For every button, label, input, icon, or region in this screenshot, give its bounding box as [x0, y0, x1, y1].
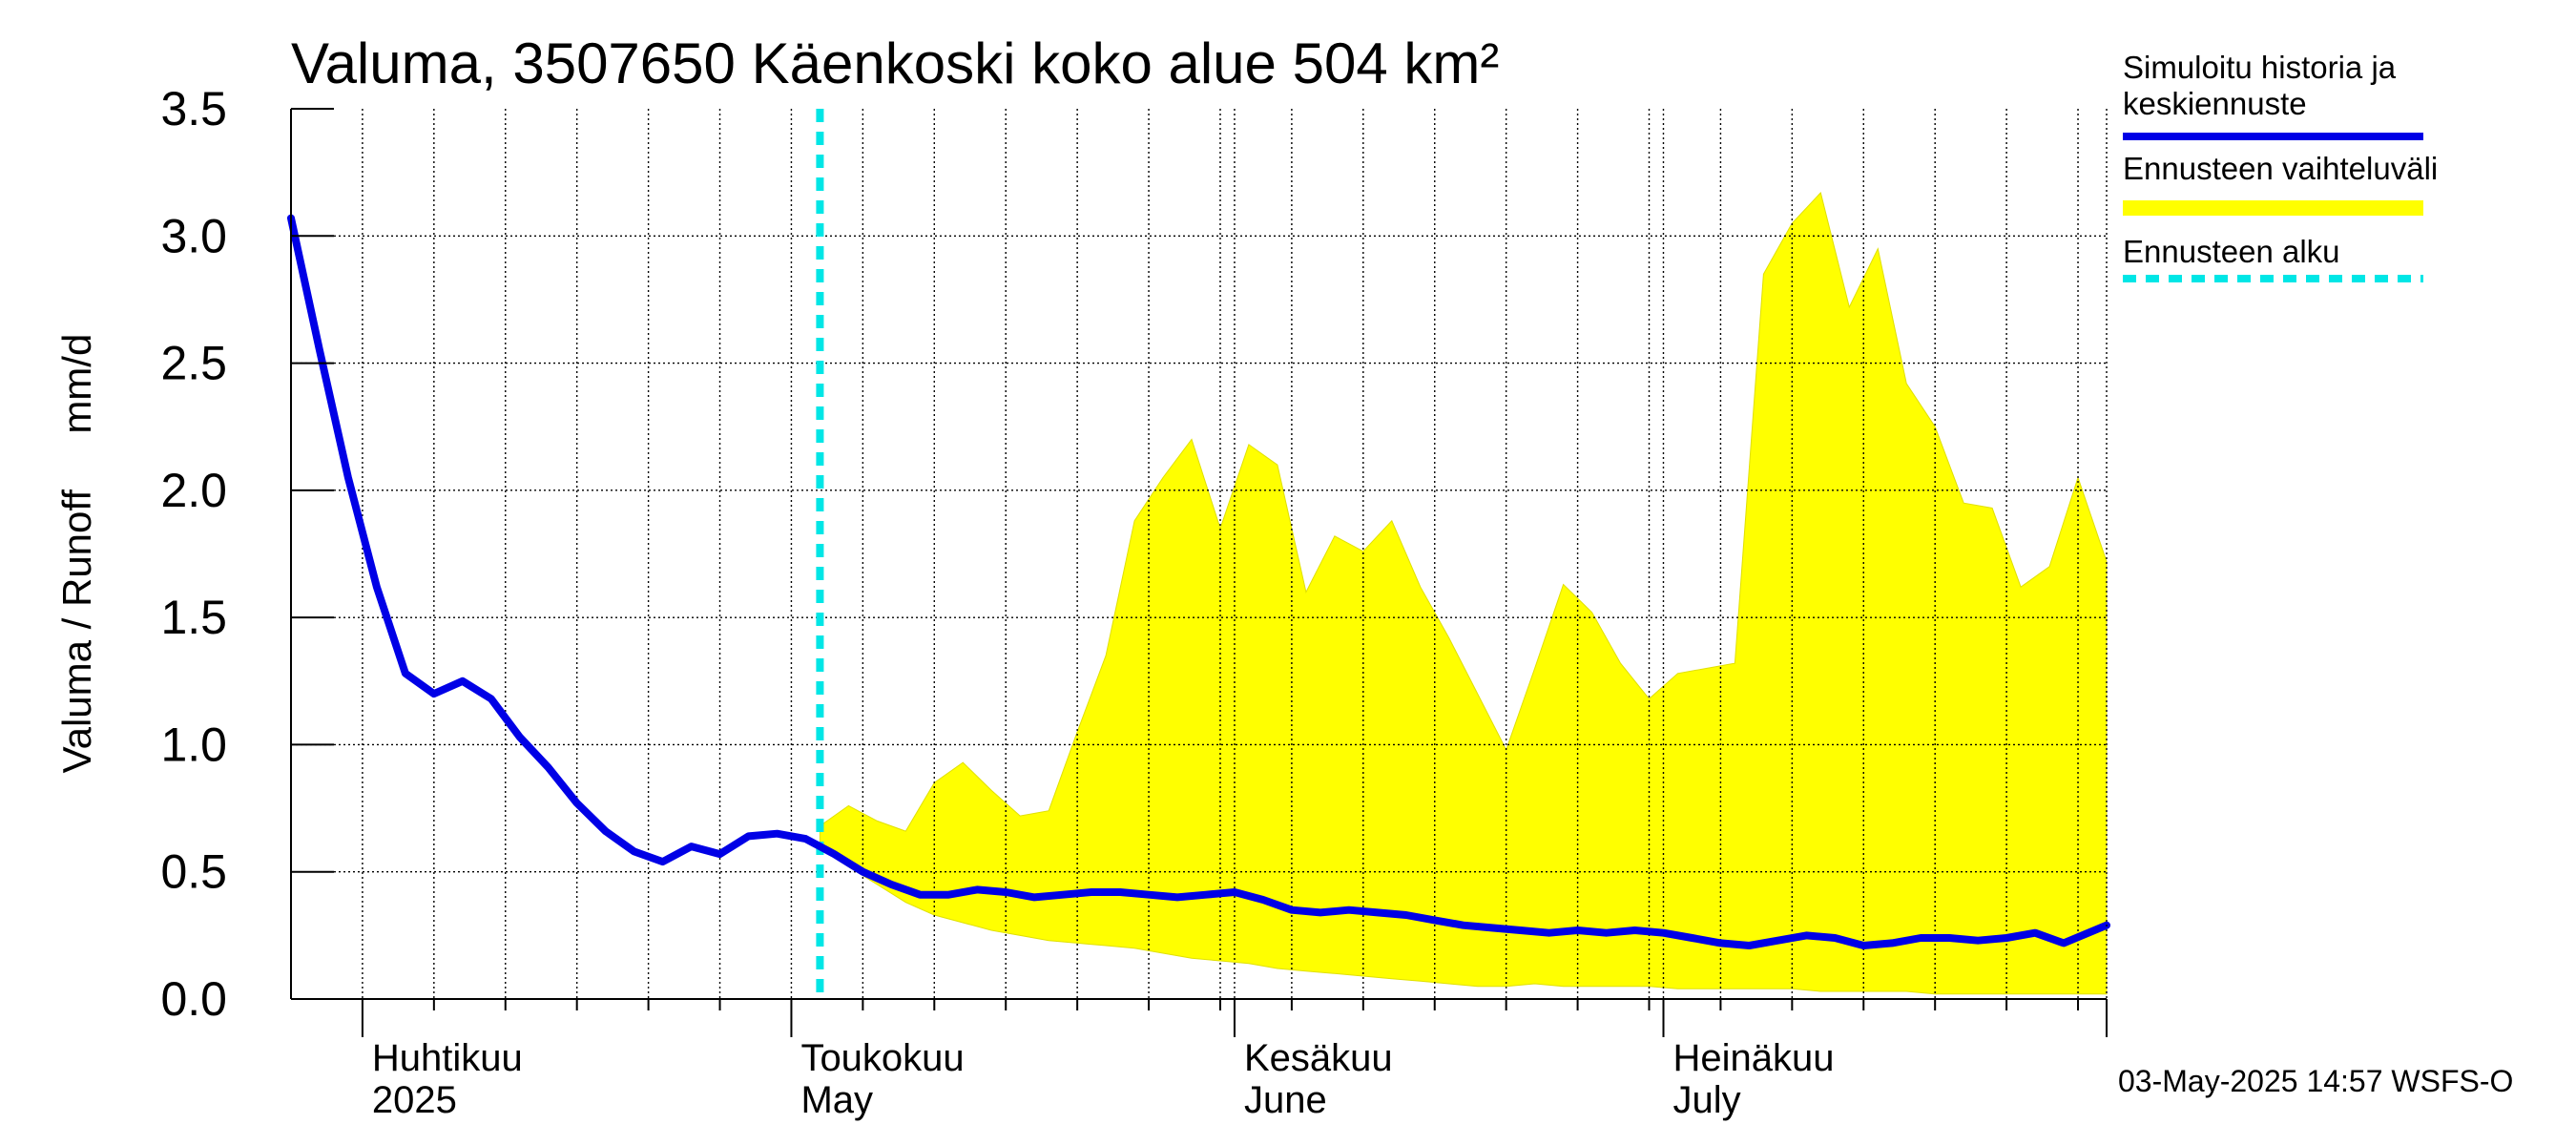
forecast-range-band — [819, 191, 2108, 995]
y-tick-label: 0.0 — [160, 972, 227, 1026]
y-tick-label: 2.5 — [160, 337, 227, 390]
month-label-fi: Kesäkuu — [1244, 1037, 1393, 1079]
footer-timestamp: 03-May-2025 14:57 WSFS-O — [2118, 1064, 2513, 1098]
y-tick-label: 2.0 — [160, 464, 227, 517]
forecast-band-layer — [819, 191, 2108, 995]
month-label-en: 2025 — [372, 1079, 457, 1121]
legend-label: Ennusteen vaihteluväli — [2123, 151, 2438, 186]
month-label-en: June — [1244, 1079, 1327, 1121]
month-label-fi: Heinäkuu — [1672, 1037, 1834, 1079]
legend-label: Simuloitu historia ja — [2123, 50, 2397, 85]
legend-label: Ennusteen alku — [2123, 234, 2340, 269]
y-tick-label: 3.5 — [160, 82, 227, 135]
legend-label: keskiennuste — [2123, 86, 2307, 121]
axes-layer — [290, 108, 2108, 1037]
y-tick-label: 0.5 — [160, 845, 227, 899]
y-tick-label: 1.0 — [160, 718, 227, 771]
history-forecast-line — [287, 214, 2110, 949]
y-axis-label: Valuma / Runoff mm/d — [54, 334, 99, 774]
month-label-en: May — [800, 1079, 873, 1121]
chart-title: Valuma, 3507650 Käenkoski koko alue 504 … — [291, 31, 1499, 95]
y-tick-label: 1.5 — [160, 591, 227, 644]
month-label-en: July — [1672, 1079, 1740, 1121]
grid-layer — [291, 109, 2107, 999]
y-tick-label: 3.0 — [160, 209, 227, 262]
month-label-fi: Toukokuu — [800, 1037, 964, 1079]
month-label-fi: Huhtikuu — [372, 1037, 523, 1079]
history-line-layer — [287, 214, 2110, 949]
